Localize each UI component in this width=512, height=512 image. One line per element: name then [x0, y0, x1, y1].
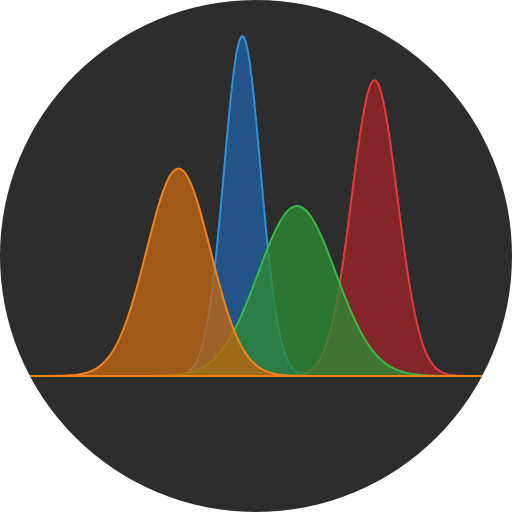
curves-layer	[27, 35, 485, 377]
orange-curve	[27, 167, 485, 377]
